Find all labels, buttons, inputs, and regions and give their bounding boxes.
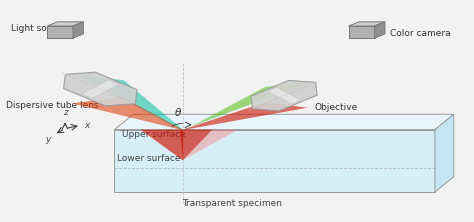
Polygon shape	[64, 72, 137, 106]
Polygon shape	[115, 130, 435, 192]
Polygon shape	[72, 97, 183, 130]
Polygon shape	[251, 80, 317, 111]
Polygon shape	[115, 114, 454, 130]
Polygon shape	[183, 102, 308, 130]
Polygon shape	[374, 22, 385, 38]
Polygon shape	[183, 81, 312, 130]
Text: Transparent specimen: Transparent specimen	[182, 198, 283, 208]
Polygon shape	[267, 87, 301, 104]
Polygon shape	[47, 22, 83, 26]
Polygon shape	[181, 130, 183, 160]
Text: y: y	[46, 135, 51, 144]
Polygon shape	[82, 80, 119, 98]
Text: Lower surface: Lower surface	[117, 154, 180, 163]
Polygon shape	[77, 75, 183, 130]
Polygon shape	[349, 26, 374, 38]
Polygon shape	[183, 130, 238, 160]
Text: Dispersive tube lens: Dispersive tube lens	[6, 101, 99, 110]
Text: z: z	[63, 108, 67, 117]
Text: x: x	[84, 121, 90, 130]
Text: Upper surface: Upper surface	[121, 129, 185, 139]
Text: Color camera: Color camera	[390, 29, 451, 38]
Polygon shape	[435, 114, 454, 192]
Text: Light source: Light source	[11, 24, 66, 33]
Polygon shape	[349, 22, 385, 26]
Polygon shape	[47, 26, 73, 38]
Polygon shape	[140, 130, 212, 160]
Text: θ: θ	[175, 108, 181, 118]
Text: Objective: Objective	[315, 103, 358, 112]
Polygon shape	[73, 22, 83, 38]
